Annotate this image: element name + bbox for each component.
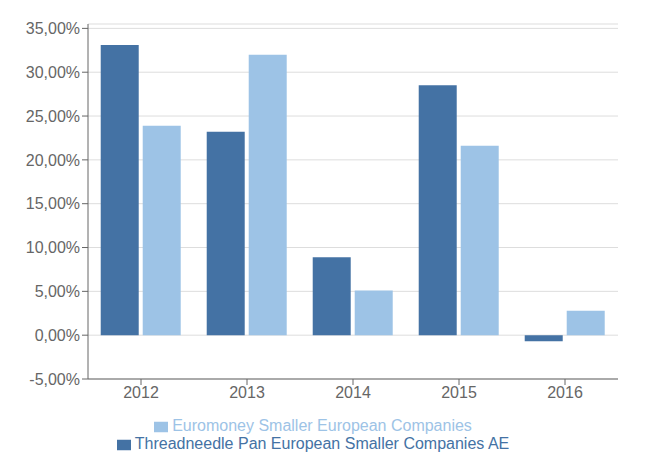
svg-text:2012: 2012 [123,384,159,401]
html-text:Threadneedle Pan European Smal: Threadneedle Pan European Smaller Compan… [134,435,510,452]
svg-text:-5,00%: -5,00% [29,371,80,388]
svg-text:35,00%: 35,00% [26,20,80,37]
svg-text:2016: 2016 [547,384,583,401]
html-text:Euromoney Smaller European Com: Euromoney Smaller European Companies [172,417,472,434]
svg-text:2013: 2013 [229,384,265,401]
svg-text:0,00%: 0,00% [35,327,80,344]
svg-text:10,00%: 10,00% [26,239,80,256]
svg-text:20,00%: 20,00% [26,152,80,169]
svg-text:2015: 2015 [441,384,477,401]
svg-text:5,00%: 5,00% [35,283,80,300]
svg-text:30,00%: 30,00% [26,64,80,81]
svg-text:2014: 2014 [335,384,371,401]
svg-text:25,00%: 25,00% [26,108,80,125]
svg-text:15,00%: 15,00% [26,195,80,212]
